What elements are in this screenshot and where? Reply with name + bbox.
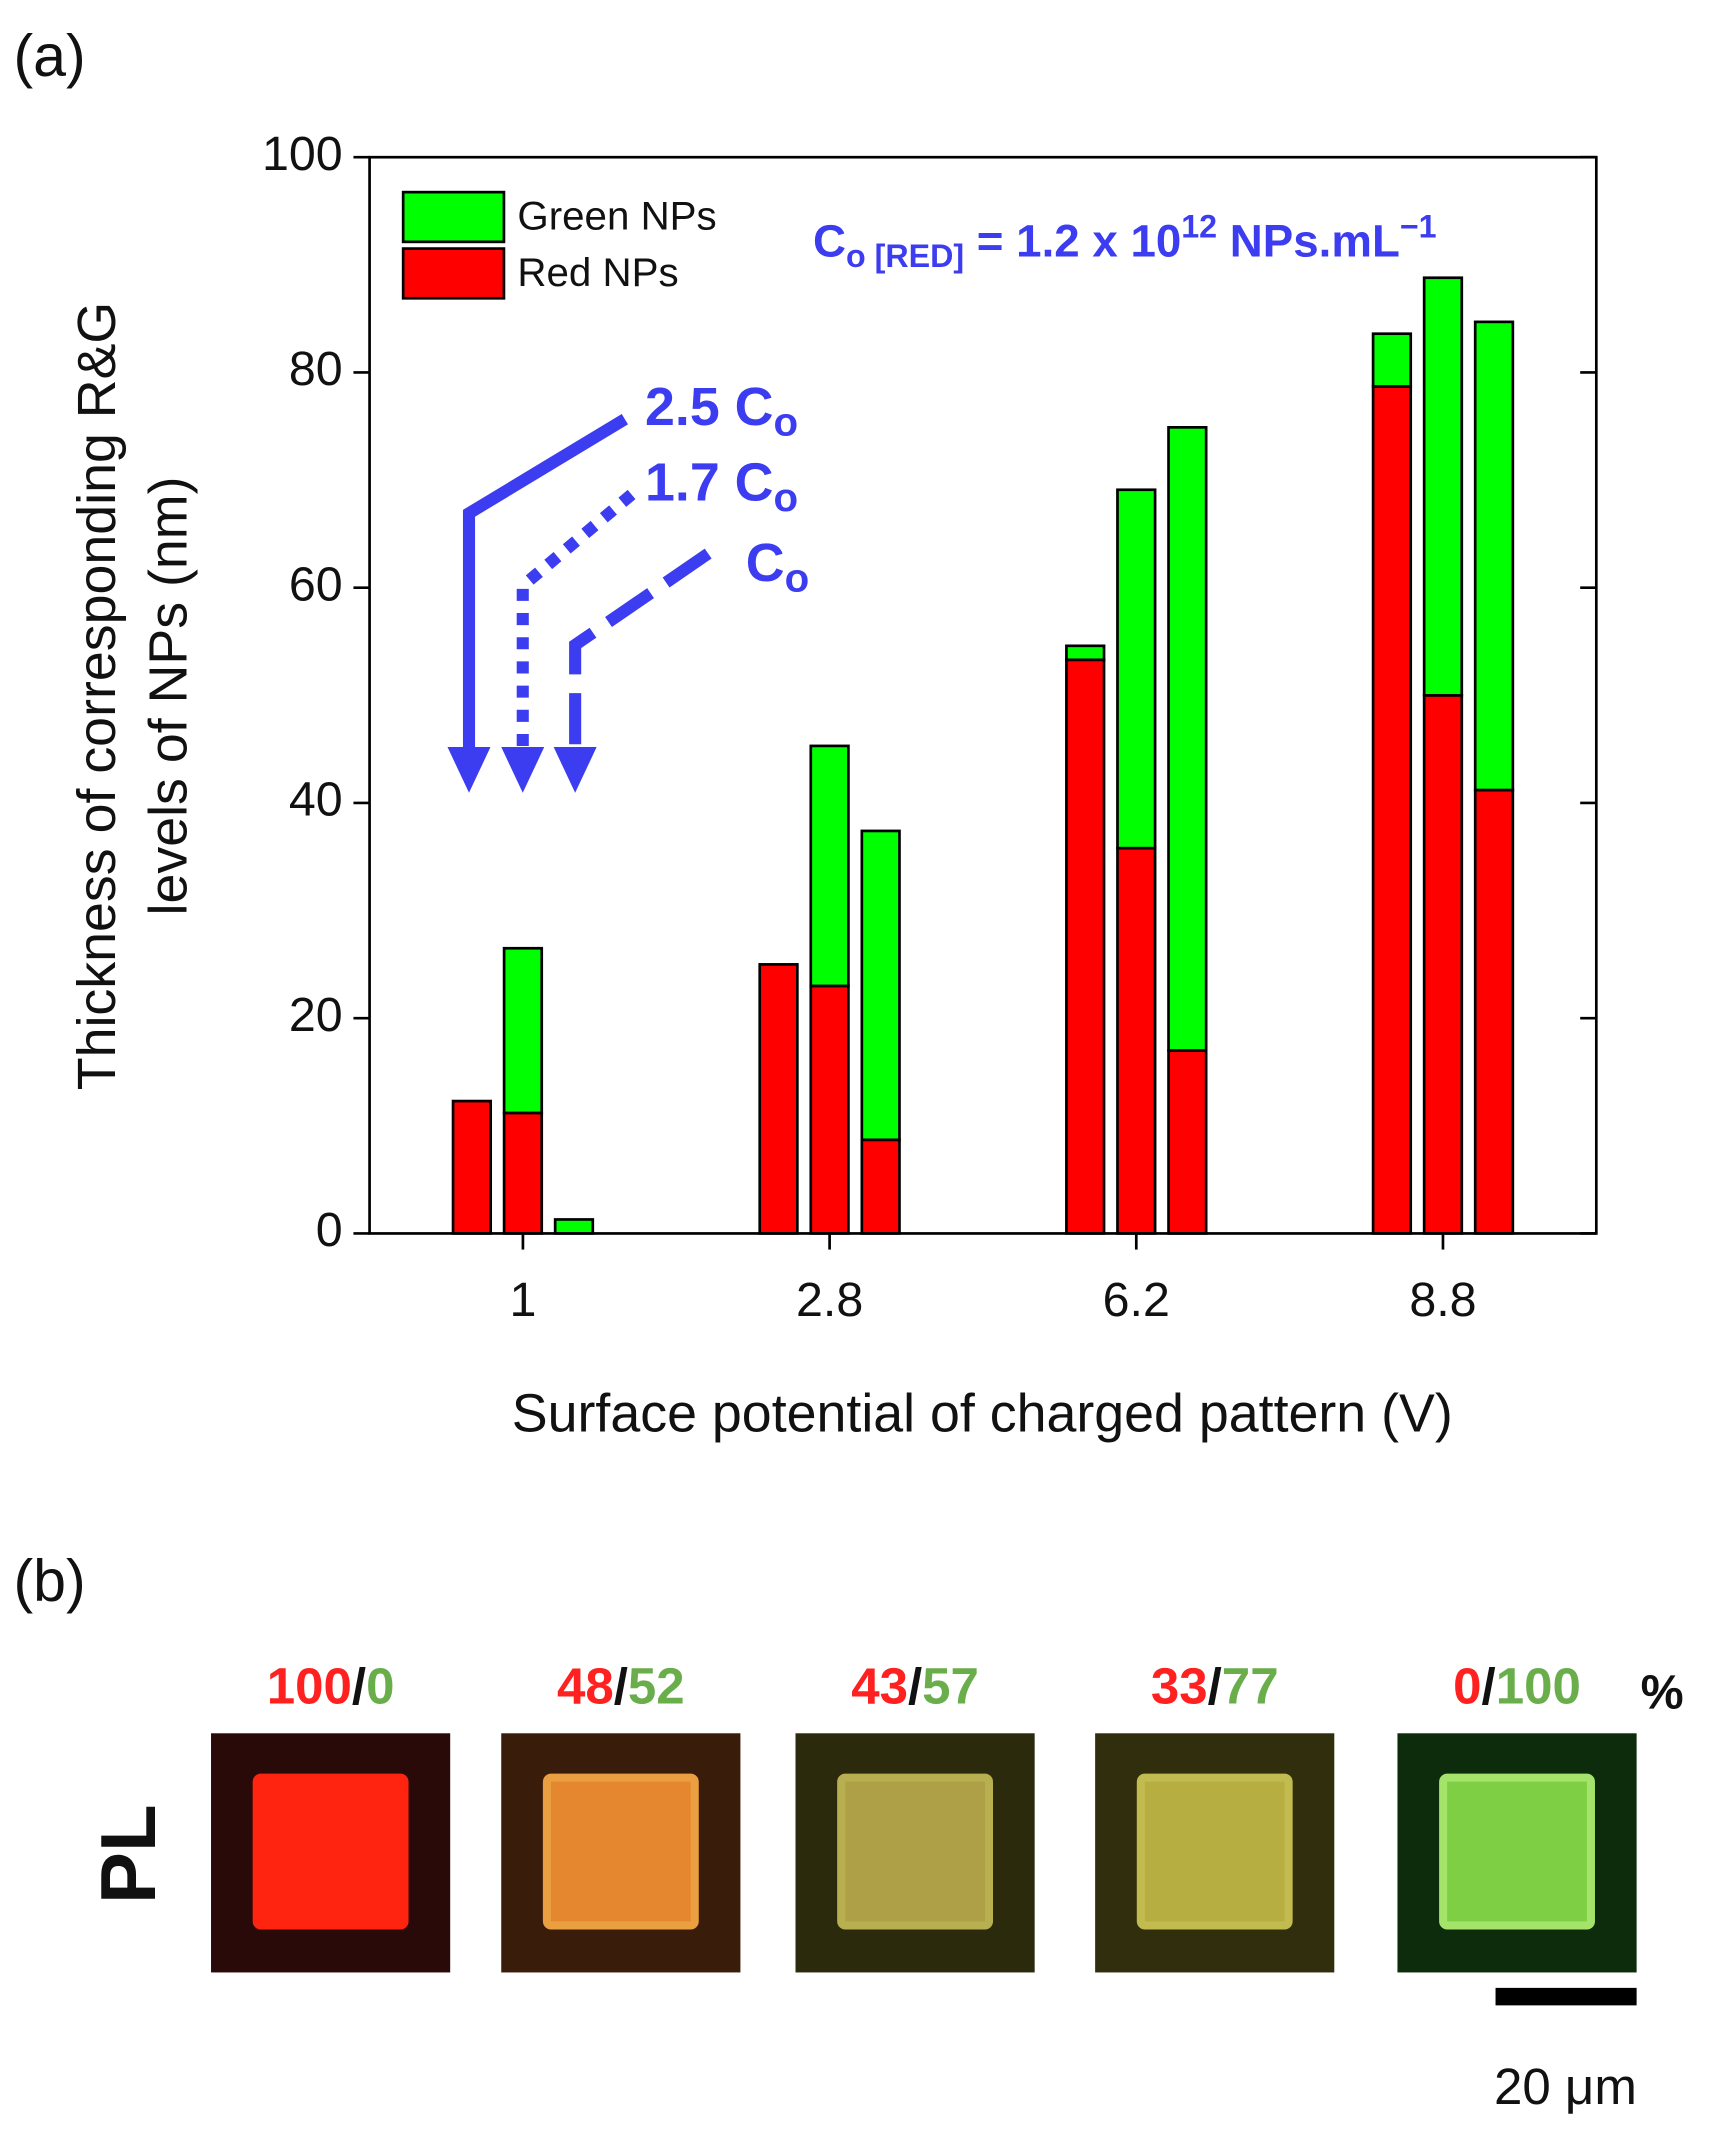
bar-segment [758, 963, 799, 1235]
bar-segment [1422, 276, 1464, 697]
bar-segment [502, 1111, 544, 1235]
text-part: 100 [1496, 1658, 1581, 1715]
ratio-label: 0/100 [1453, 1658, 1581, 1715]
text-part: 12 [1181, 208, 1217, 244]
text-part: 57 [922, 1658, 979, 1715]
y-tick-label: 20 [289, 988, 343, 1042]
arrow-head [447, 747, 491, 793]
x-tick-label: 2.8 [796, 1273, 863, 1327]
arrow-dashed [569, 548, 712, 753]
pl-square [837, 1773, 994, 1930]
y-tick-label: 100 [262, 127, 343, 181]
text-part: o [773, 399, 798, 444]
arrow-head [501, 747, 545, 793]
legend-swatch [401, 190, 506, 244]
x-tick-label: 1 [509, 1273, 536, 1327]
pl-square [1439, 1773, 1595, 1930]
arrow-dotted [516, 489, 636, 753]
scale-bar-label: 20 μm [1494, 2058, 1637, 2115]
unit-label: % [1641, 1665, 1684, 1719]
text-part: 77 [1222, 1658, 1279, 1715]
x-tick-label: 6.2 [1103, 1273, 1170, 1327]
panel-label: (b) [14, 1547, 86, 1614]
arrows [447, 414, 712, 793]
bar-segment [1473, 320, 1515, 792]
ratio-label: 48/52 [557, 1658, 685, 1715]
text-part: 100 [267, 1658, 352, 1715]
bar-segment [1065, 658, 1106, 1235]
bar-segment [1371, 332, 1413, 388]
y-axis-label: Thickness of corresponding R&G [67, 302, 127, 1090]
bar-segment [553, 1218, 595, 1235]
annotation: 2.5 Co [645, 377, 798, 444]
text-part: C [813, 216, 846, 267]
text-part: o [773, 474, 798, 519]
bar-segment [502, 946, 544, 1115]
bar-segment [809, 984, 850, 1235]
text-part: 0 [1453, 1658, 1481, 1715]
text-part: −1 [1400, 208, 1437, 244]
text-part: NPs.mL [1217, 216, 1400, 267]
text-part: 43 [851, 1658, 908, 1715]
text-part: 1.7 [645, 453, 720, 513]
arrow-head [553, 747, 597, 793]
y-tick-label: 40 [289, 773, 343, 827]
x-axis-label: Surface potential of charged pattern (V) [512, 1384, 1453, 1444]
bar-segment [1116, 846, 1157, 1235]
annotation: Co [746, 533, 809, 600]
bar-segment [860, 1138, 901, 1235]
bar-segment [860, 829, 901, 1142]
ratio-label: 33/77 [1151, 1658, 1279, 1715]
text-part: C [735, 453, 774, 513]
text-part: 2.5 [645, 377, 720, 437]
concentration-label: Co [RED] = 1.2 x 1012 NPs.mL−1 [813, 208, 1437, 274]
bar-segment [1167, 1049, 1208, 1235]
panel-label: (a) [14, 22, 86, 89]
pl-square [252, 1773, 409, 1930]
y-tick-label: 60 [289, 557, 343, 611]
legend-swatch [401, 247, 506, 300]
ratio-label: 100/0 [267, 1658, 395, 1715]
text-part: = 1.2 x 10 [964, 216, 1181, 267]
pl-square [1136, 1773, 1293, 1930]
text-part: o [RED] [846, 237, 964, 273]
bar-segment [1065, 644, 1106, 662]
bar-segment [1167, 425, 1208, 1052]
legend-label: Red NPs [517, 250, 678, 295]
text-part: C [735, 377, 774, 437]
bar-segment [451, 1099, 493, 1235]
x-tick-label: 8.8 [1409, 1273, 1476, 1327]
pl-square [542, 1773, 699, 1930]
ratio-label: 43/57 [851, 1658, 979, 1715]
row-label: PL [84, 1804, 172, 1904]
y-tick-label: 80 [289, 342, 343, 396]
text-part: 0 [366, 1658, 394, 1715]
bar-segment [809, 744, 850, 988]
arrow-solid [462, 414, 628, 753]
y-axis-label: levels of NPs (nm) [138, 477, 198, 916]
text-part: C [746, 533, 785, 593]
bar-segment [1473, 788, 1515, 1235]
text-part: 52 [628, 1658, 685, 1715]
y-tick-label: 0 [316, 1203, 343, 1257]
text-part: 48 [557, 1658, 614, 1715]
bar-segment [1371, 385, 1413, 1235]
bar-segment [1422, 693, 1464, 1235]
plot-frame [368, 155, 1598, 1235]
legend-label: Green NPs [517, 194, 716, 239]
text-part: o [785, 555, 810, 600]
bar-segment [1116, 488, 1157, 850]
annotation: 1.7 Co [645, 453, 798, 520]
text-part: 33 [1151, 1658, 1208, 1715]
